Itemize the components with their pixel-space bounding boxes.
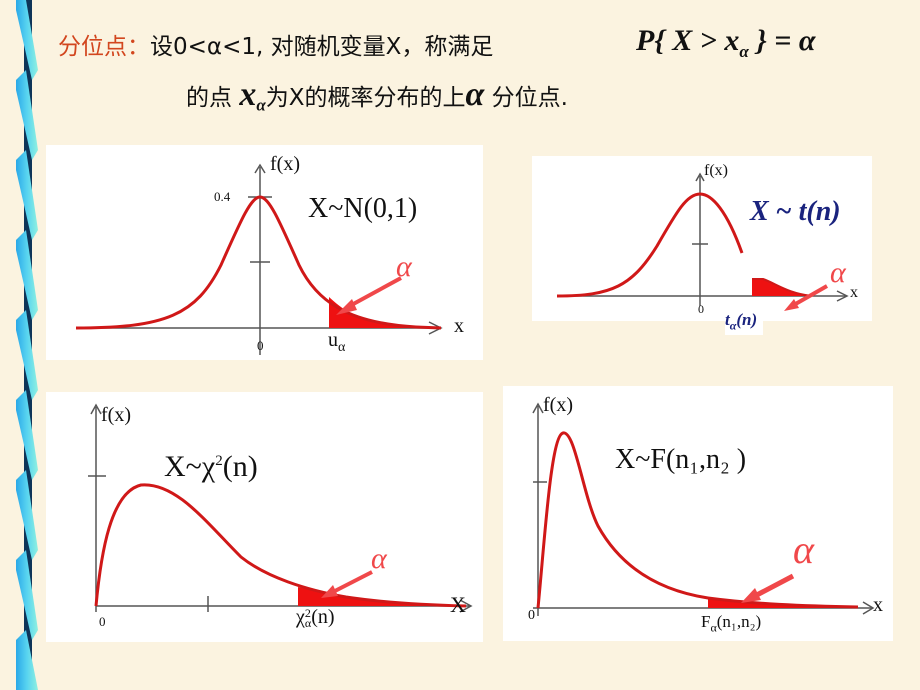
f-distribution-chart: f(x) X~F(n₁,n₂ ) α x 0 Fα(n₁,n₂) [503, 386, 893, 641]
chart-title: X~N(0,1) [308, 193, 418, 224]
origin-label: 0 [528, 608, 535, 623]
x-axis-label: x [873, 594, 883, 616]
alpha-label: α [793, 527, 814, 572]
chart-title: X ~ t(n) [750, 196, 841, 227]
y-axis-label: f(x) [270, 153, 300, 175]
formula-lhs: P{ X > x [636, 24, 740, 57]
origin-label: 0 [698, 302, 704, 316]
alpha-label: α [371, 542, 387, 575]
keyword-quantile: 分位点： [58, 34, 150, 60]
definition-body: 为X的概率分布的上 [265, 85, 466, 111]
y-tick-label: 0.4 [214, 189, 231, 204]
alpha-label: α [396, 250, 412, 283]
definition-text: 设0<α<1, 对随机变量X，称满足 [150, 34, 494, 60]
alpha-label: α [830, 256, 846, 289]
definition-line-1: 分位点：设0<α<1, 对随机变量X，称满足 [58, 27, 493, 61]
definition-prefix: 的点 [186, 85, 232, 111]
y-axis-label: f(x) [704, 162, 728, 179]
x-axis-label: x [850, 284, 858, 301]
f-curve-plot [532, 402, 875, 616]
t-curve-plot [556, 172, 849, 311]
quantile-label: Fα(n₁,n₂) [701, 612, 762, 635]
chi-square-distribution-chart: f(x) X~χ2(n) α X 0 χ2 α(n) [46, 392, 483, 642]
normal-curve-plot [75, 163, 443, 355]
t-distribution-chart: f(x) X ~ t(n) α x 0 tα(n) [532, 156, 872, 336]
quantile-label: uα [328, 329, 346, 355]
definition-suffix: 分位点. [484, 85, 568, 111]
formula-subscript: α [739, 42, 749, 61]
quantile-label: tα(n) [725, 310, 764, 336]
chart-title: X~χ2(n) [164, 450, 258, 483]
normal-distribution-chart: f(x) 0.4 X~N(0,1) α x 0 uα [46, 145, 483, 360]
chart-title: X~F(n₁,n₂ ) [615, 444, 747, 475]
x-axis-label: x [454, 315, 464, 337]
origin-label: 0 [99, 614, 106, 629]
origin-label: 0 [257, 338, 264, 353]
chi-square-curve-plot [88, 403, 473, 613]
quantile-symbol: x [239, 76, 257, 113]
decorative-spiral-border [16, 0, 38, 690]
quantile-symbol-sub: α [256, 95, 266, 115]
y-axis-label: f(x) [101, 404, 131, 426]
formula-rhs: } = α [748, 24, 816, 57]
x-axis-label: X [450, 592, 466, 617]
definition-line-2: 的点 xα为X的概率分布的上α 分位点. [186, 76, 568, 116]
y-axis-label: f(x) [543, 394, 573, 416]
alpha-symbol: α [465, 76, 485, 113]
quantile-label: χ2 α(n) [296, 605, 335, 631]
quantile-formula: P{ X > xα } = α [636, 24, 815, 62]
